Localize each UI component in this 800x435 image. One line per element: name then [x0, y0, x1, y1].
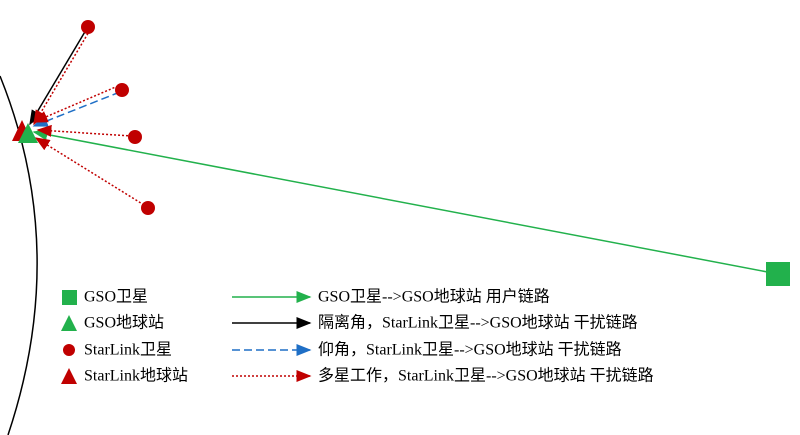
legend-label: GSO卫星 [84, 289, 148, 306]
gso-station [18, 123, 38, 143]
legend-label: 多星工作，StarLink卫星-->GSO地球站 干扰链路 [318, 367, 654, 385]
user-link [32, 128, 779, 275]
legend-label: GSO卫星-->GSO地球站 用户链路 [318, 288, 550, 306]
elevation-link [32, 91, 121, 127]
legend-label: GSO地球站 [84, 314, 164, 332]
starlink-satellite [81, 20, 95, 34]
legend-label: StarLink卫星 [84, 342, 172, 359]
starlink-satellite [115, 83, 129, 97]
interference-link [34, 137, 145, 206]
legend-label: 仰角，StarLink卫星-->GSO地球站 干扰链路 [318, 341, 622, 359]
legend-label: 隔离角，StarLink卫星-->GSO地球站 干扰链路 [318, 314, 638, 332]
legend-symbol [62, 290, 77, 305]
gso-satellite [766, 262, 790, 286]
interference-link [32, 85, 119, 123]
legend-label: StarLink地球站 [84, 367, 188, 385]
legend-symbol [61, 315, 77, 331]
starlink-satellite [128, 130, 142, 144]
isolation-link [29, 29, 87, 126]
starlink-satellite [141, 201, 155, 215]
earth-surface [0, 75, 38, 435]
legend-symbol [63, 344, 75, 356]
legend-symbol [61, 368, 77, 384]
